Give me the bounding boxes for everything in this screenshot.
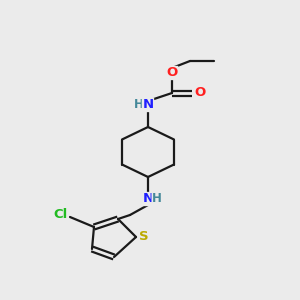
Text: Cl: Cl <box>54 208 68 221</box>
Text: O: O <box>167 67 178 80</box>
Text: O: O <box>194 86 206 100</box>
Text: S: S <box>139 230 149 244</box>
Text: H: H <box>134 98 144 112</box>
Text: H: H <box>152 193 162 206</box>
Text: N: N <box>142 98 154 112</box>
Text: N: N <box>142 193 154 206</box>
